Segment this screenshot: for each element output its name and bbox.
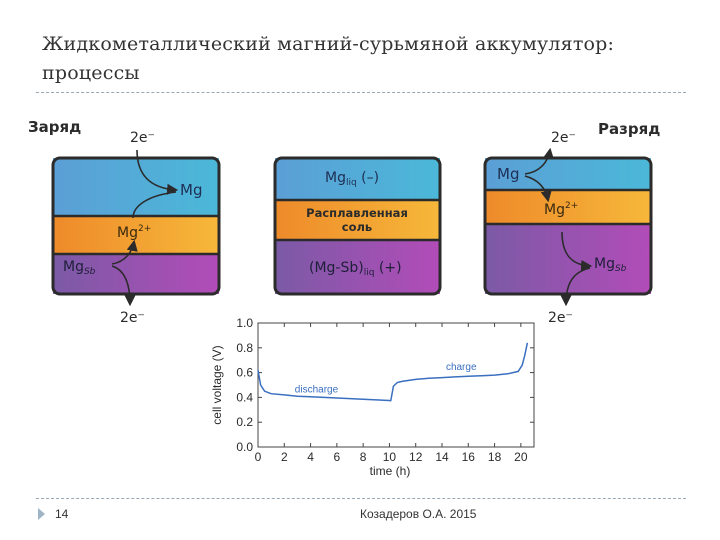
center-middle-line-1: Расплавленная <box>306 206 408 220</box>
footer-bullet-icon <box>38 508 45 520</box>
left-cell-bottom-layer <box>53 254 219 294</box>
center-cell-bottom-layer <box>275 240 440 294</box>
left-cell-frame <box>51 156 221 296</box>
center-top-label: Mgliq (–) <box>325 170 379 188</box>
right-top-mg: Mg <box>497 165 519 183</box>
right-middle-charge: 2+ <box>565 201 578 211</box>
left-electron-top: 2e⁻ <box>130 130 155 146</box>
x-tick-label: 12 <box>409 450 423 464</box>
right-middle-mg: Mg2+ <box>544 201 578 218</box>
x-tick-label: 18 <box>488 450 502 464</box>
center-bottom-label: (Mg-Sb)liq (+) <box>309 260 402 278</box>
y-tick-label: 0.8 <box>236 341 253 355</box>
y-axis-label: cell voltage (V) <box>210 345 224 424</box>
right-cell-bottom-layer <box>485 224 651 294</box>
left-bottom-mgsb: MgSb <box>63 259 96 277</box>
center-cell-middle-layer <box>275 200 440 240</box>
right-cell <box>483 156 653 296</box>
center-cell <box>273 156 442 296</box>
left-top-mg: Mg <box>180 181 202 199</box>
right-electron-top: 2e⁻ <box>551 130 576 146</box>
chart-plot-frame <box>257 322 535 448</box>
series-charge-line <box>389 342 529 402</box>
footer-divider <box>36 498 686 499</box>
y-tick-label: 0.0 <box>236 440 253 454</box>
center-cell-frame <box>273 156 442 296</box>
right-bottom-sub: Sb <box>615 264 627 274</box>
x-tick-label: 8 <box>360 450 367 464</box>
y-tick-label: 0.4 <box>236 390 253 404</box>
right-arrow-top-down <box>524 175 552 203</box>
right-arrow-out <box>560 267 591 307</box>
left-electron-bottom: 2e⁻ <box>120 310 145 326</box>
left-arrow-bottom-down <box>111 265 136 307</box>
x-tick-label: 10 <box>383 450 397 464</box>
right-cell-top-layer <box>485 158 651 190</box>
left-middle-charge: 2+ <box>138 224 151 234</box>
voltage-chart: 0 2 4 6 8 10 12 14 16 18 20 0.0 0.2 0.4 0.6 0.8 1.0 time … <box>210 316 535 478</box>
slide-title-line-2: процессы <box>42 62 140 84</box>
series-discharge-line <box>257 369 392 402</box>
left-arrow-bottom-up <box>111 239 138 265</box>
x-tick-label: 16 <box>462 450 476 464</box>
left-arrow-top <box>136 149 179 195</box>
right-bottom-mgsb: MgSb <box>594 256 627 274</box>
x-tick-label: 4 <box>307 450 314 464</box>
annotation-charge: charge <box>446 362 477 373</box>
page-number: 14 <box>55 507 69 521</box>
discharge-heading: Разряд <box>598 120 660 138</box>
center-middle-line-2: соль <box>342 220 372 234</box>
x-tick-label: 20 <box>514 450 528 464</box>
annotation-discharge: discharge <box>295 384 339 395</box>
center-cell-top-layer <box>275 158 440 200</box>
y-tick-label: 0.2 <box>236 415 253 429</box>
y-tick-label: 1.0 <box>236 316 253 330</box>
x-axis-label: time (h) <box>370 464 411 478</box>
charge-heading: Заряд <box>28 118 81 136</box>
title-divider <box>36 92 686 93</box>
right-cell-middle-layer <box>485 190 651 224</box>
y-tick-label: 0.6 <box>236 366 253 380</box>
slide-title-line-1: Жидкометаллический магний-сурьмяной акку… <box>42 33 615 55</box>
left-bottom-sub: Sb <box>84 267 96 277</box>
right-arrow-bottom <box>561 231 593 272</box>
slide-title: Жидкометаллический магний-сурьмяной акку… <box>42 30 682 88</box>
right-electron-bottom: 2e⁻ <box>548 310 573 326</box>
left-cell <box>51 156 221 296</box>
footer-author: Козадеров О.А. 2015 <box>360 507 477 521</box>
x-tick-label: 0 <box>255 450 262 464</box>
left-arrow-middle <box>132 191 177 219</box>
left-middle-mg: Mg2+ <box>117 224 151 241</box>
x-tick-label: 6 <box>334 450 341 464</box>
right-arrow-top-up <box>524 147 555 175</box>
left-cell-top-layer <box>53 158 219 216</box>
x-tick-label: 2 <box>281 450 288 464</box>
x-tick-label: 14 <box>435 450 449 464</box>
right-cell-frame <box>483 156 653 296</box>
